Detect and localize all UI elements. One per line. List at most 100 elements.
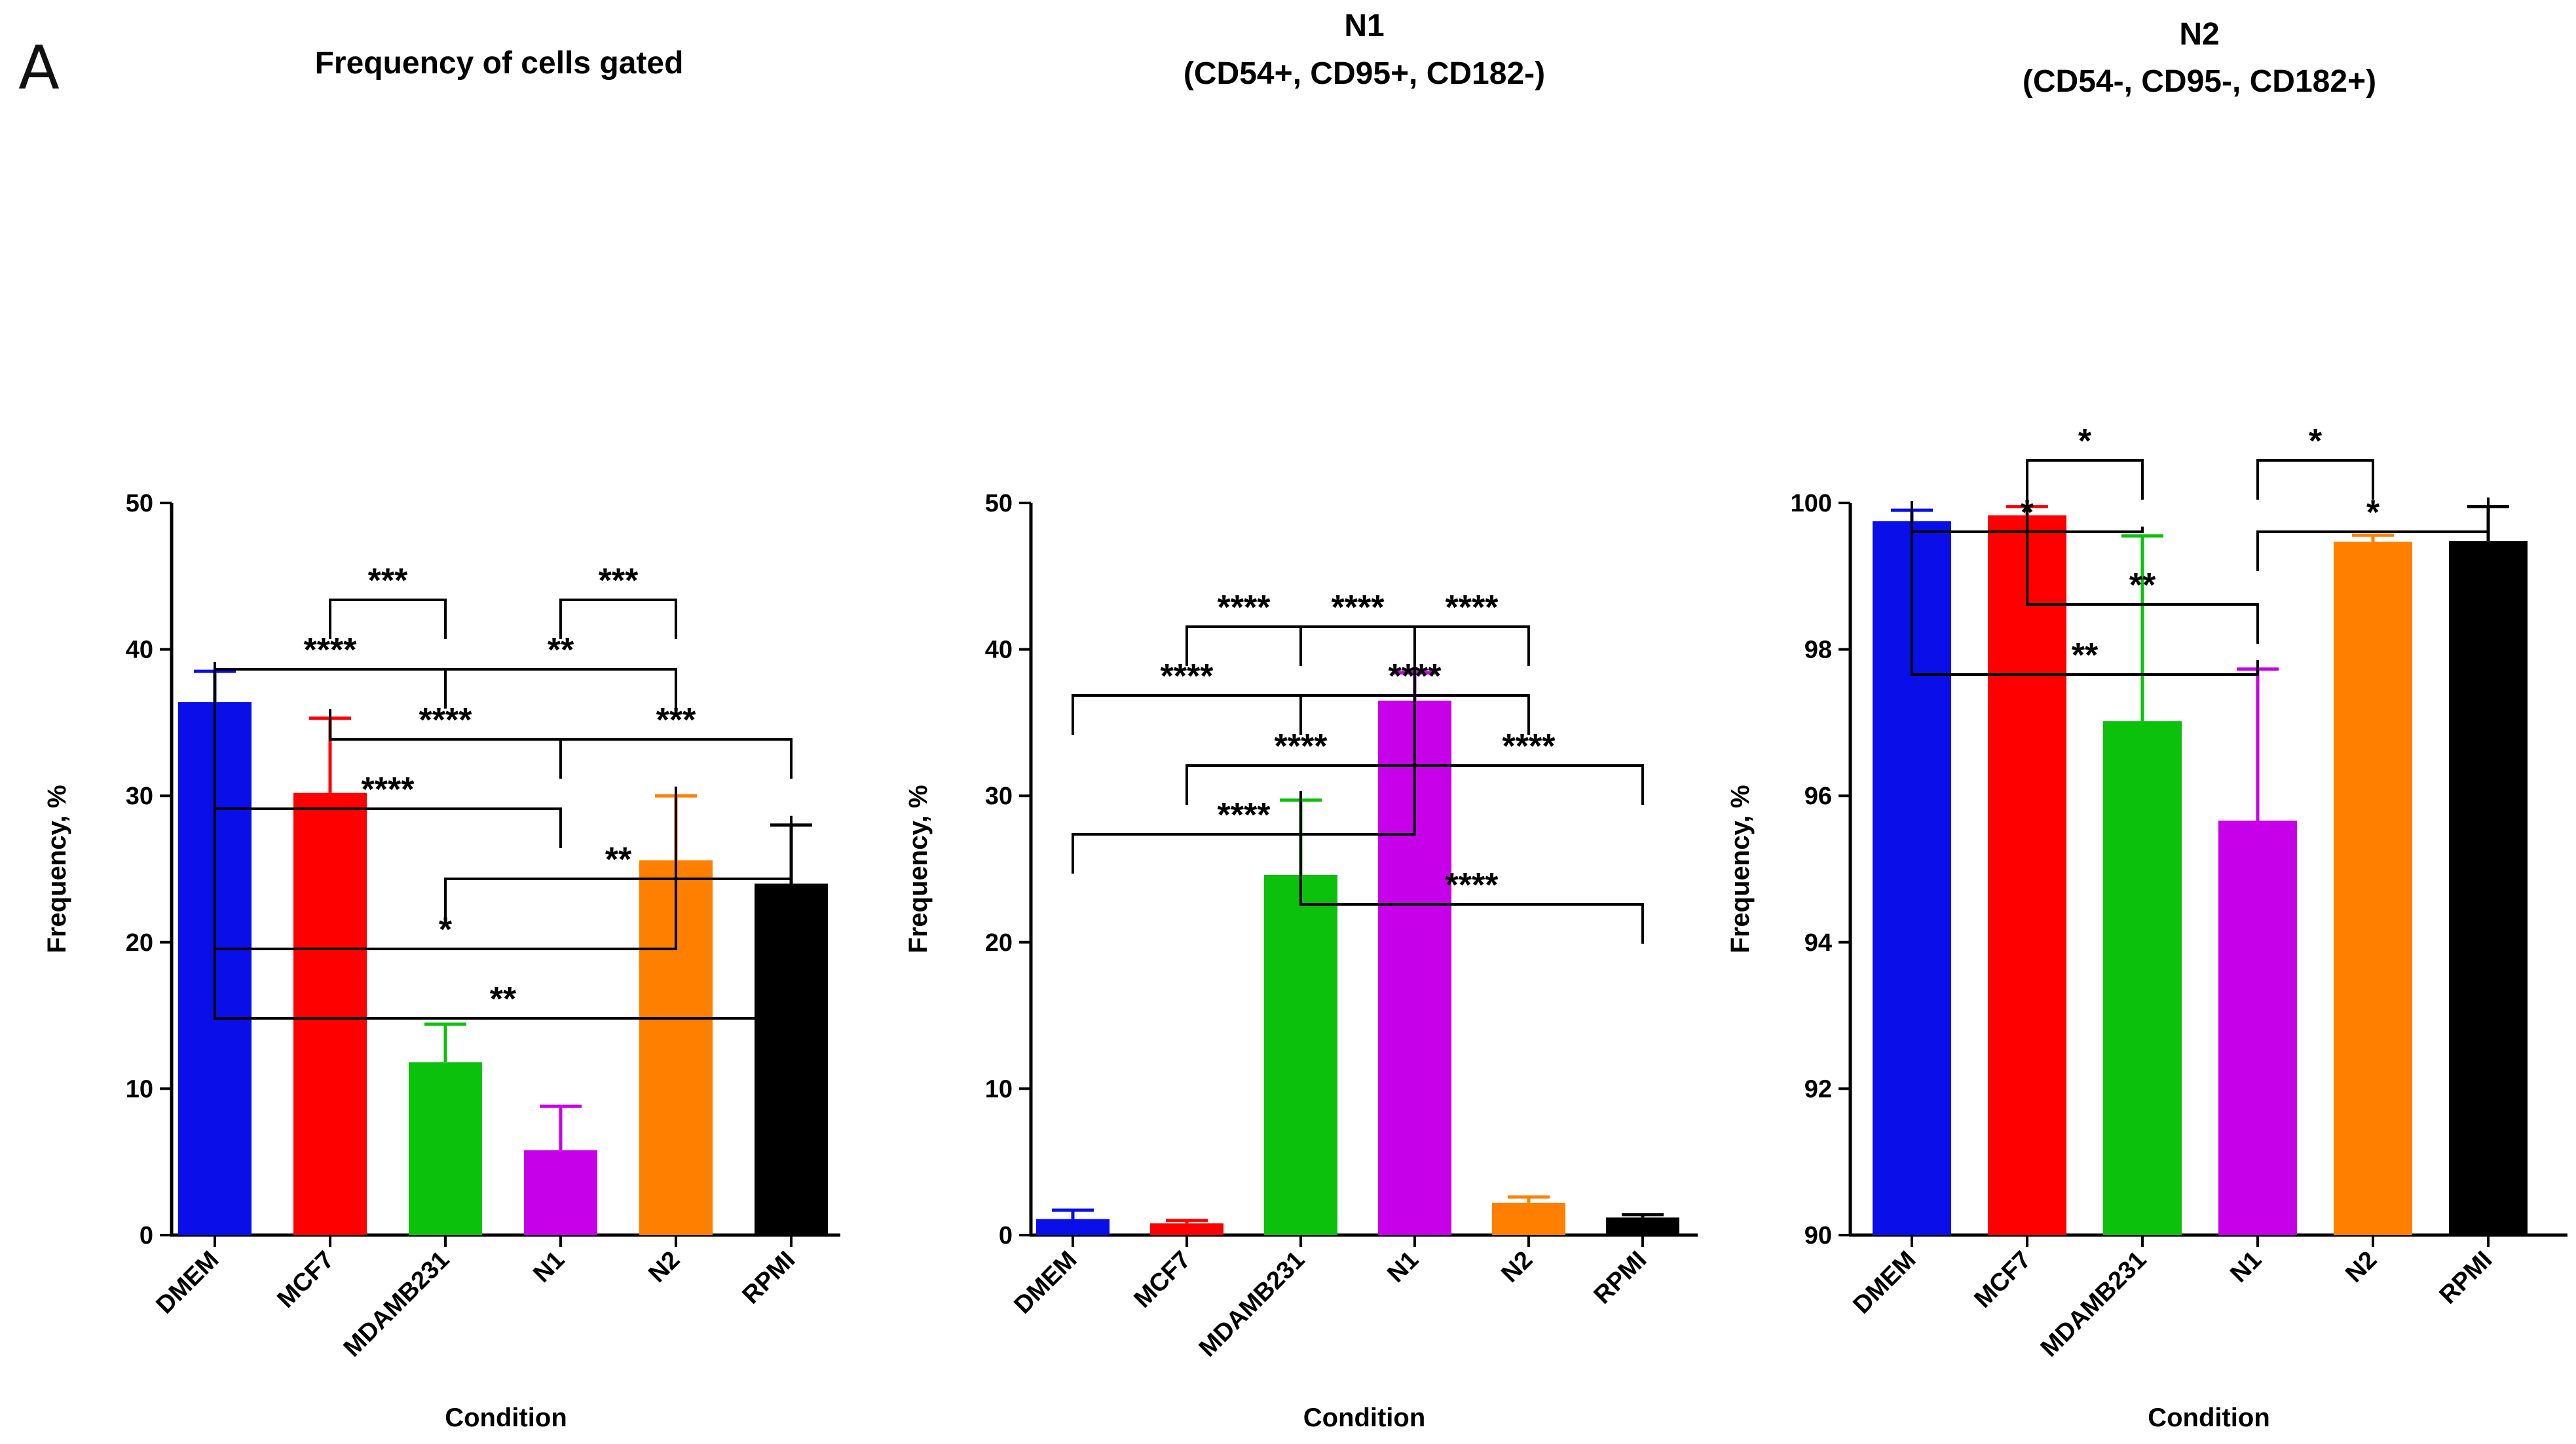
significance-bracket: [444, 815, 793, 918]
chart-n2: N2 (CD54-, CD95-, CD182+) 90 92 94 96 98 100 Fre…: [1726, 17, 2567, 1432]
y-tick-label: 92: [1804, 1075, 1832, 1103]
x-axis-label: Condition: [445, 1403, 567, 1432]
significance-bracket: [559, 599, 677, 639]
y-tick-label: 10: [985, 1075, 1013, 1103]
significance-bracket: [1413, 663, 1644, 805]
bar-mdamb231: [409, 1062, 482, 1235]
significance-bracket: [444, 668, 677, 709]
significance-label: **: [2072, 637, 2099, 675]
y-tick-label: 100: [1791, 490, 1832, 517]
x-tick-label: N1: [528, 1246, 570, 1288]
chart-subtitle: (CD54-, CD95-, CD182+): [2023, 64, 2376, 99]
significance-label: *: [2366, 494, 2380, 532]
significance-bracket: [214, 662, 562, 848]
bar-rpmi: [1606, 1217, 1679, 1235]
y-tick-label: 0: [999, 1222, 1013, 1250]
bar-mdamb231: [2103, 721, 2182, 1235]
bar-mcf7: [1988, 515, 2066, 1235]
x-tick-label: RPMI: [737, 1246, 800, 1310]
x-tick-label: MCF7: [1969, 1246, 2037, 1314]
y-tick-label: 50: [985, 490, 1013, 517]
y-tick-label: 40: [985, 637, 1013, 664]
significance-label: ****: [1218, 796, 1271, 834]
x-tick-label: MDAMB231: [339, 1246, 455, 1363]
significance-label: ****: [1446, 589, 1499, 627]
significance-label: *: [2078, 422, 2092, 460]
x-tick-label: MCF7: [1129, 1246, 1197, 1314]
significance-label: **: [2129, 566, 2156, 604]
bar-mdamb231: [1264, 874, 1337, 1235]
y-tick-label: 94: [1804, 929, 1832, 957]
chart-frequency-gated: Frequency of cells gated 0 10 20 30 40 50 Frequ…: [43, 46, 840, 1432]
y-tick-label: 98: [1804, 637, 1832, 664]
bar-mcf7: [1150, 1223, 1223, 1235]
x-axis-label: Condition: [2148, 1403, 2270, 1432]
significance-bracket: [1413, 625, 1530, 666]
significance-label: ****: [1446, 866, 1499, 904]
x-tick-label: N2: [643, 1246, 685, 1288]
bar-mcf7: [293, 792, 367, 1235]
significance-bracket: [329, 599, 447, 639]
significance-label: ****: [1332, 589, 1385, 627]
chart-subtitle: (CD54+, CD95+, CD182-): [1184, 56, 1545, 91]
y-tick-label: 30: [126, 783, 153, 810]
significance-label: ***: [599, 562, 639, 600]
significance-label: ***: [368, 562, 408, 600]
bar-n2: [2334, 542, 2412, 1235]
significance-bracket: [559, 738, 793, 779]
bar-rpmi: [2449, 541, 2528, 1235]
x-tick-label: N1: [1382, 1246, 1424, 1288]
chart-n1: N1 (CD54+, CD95+, CD182-) 0 10 20 30 40 50 Frequ…: [904, 9, 1698, 1432]
y-tick-label: 90: [1804, 1222, 1832, 1250]
x-tick-label: N1: [2225, 1246, 2267, 1288]
y-tick-label: 50: [126, 490, 153, 517]
y-axis-label: Frequency, %: [904, 785, 933, 953]
significance-label: ****: [1218, 589, 1271, 627]
significance-label: *: [439, 911, 453, 949]
significance-label: ****: [362, 771, 415, 809]
x-tick-label: MDAMB231: [1194, 1246, 1311, 1363]
chart-title: N1: [1344, 9, 1384, 43]
y-tick-label: 30: [985, 783, 1013, 810]
y-tick-label: 96: [1804, 783, 1832, 810]
significance-bracket: [1299, 694, 1530, 735]
significance-bracket: [1072, 694, 1302, 735]
y-tick-label: 20: [985, 929, 1013, 957]
significance-bracket: [2256, 459, 2374, 500]
significance-label: *: [2021, 494, 2034, 532]
y-tick-label: 10: [126, 1075, 153, 1103]
significance-label: **: [605, 841, 632, 879]
x-tick-label: MDAMB231: [2036, 1246, 2152, 1363]
y-axis-label: Frequency, %: [1726, 785, 1755, 953]
x-tick-label: MCF7: [272, 1246, 340, 1314]
y-axis-label: Frequency, %: [43, 785, 71, 953]
panel-letter: A: [18, 33, 60, 103]
significance-bracket: [2026, 497, 2259, 644]
bar-n1: [2218, 821, 2297, 1235]
significance-label: *: [2309, 422, 2323, 460]
x-tick-label: N2: [2340, 1246, 2382, 1288]
x-tick-label: DMEM: [151, 1246, 225, 1320]
x-tick-label: RPMI: [1588, 1246, 1652, 1310]
significance-bracket: [1911, 501, 2259, 676]
y-tick-label: 20: [126, 929, 153, 957]
significance-bracket: [2026, 459, 2144, 500]
x-axis-label: Condition: [1303, 1403, 1426, 1432]
x-tick-label: DMEM: [1848, 1246, 1922, 1320]
x-tick-label: RPMI: [2434, 1246, 2497, 1310]
significance-bracket: [2256, 497, 2490, 571]
y-tick-label: 0: [140, 1222, 153, 1250]
significance-label: ****: [1389, 657, 1442, 695]
chart-title: Frequency of cells gated: [315, 46, 684, 81]
significance-bracket: [1299, 790, 1644, 944]
bar-dmem: [1036, 1219, 1110, 1235]
y-tick-label: 40: [126, 637, 153, 664]
bar-n1: [524, 1150, 597, 1235]
significance-bracket: [1911, 501, 2144, 533]
chart-title: N2: [2179, 17, 2219, 52]
significance-label: **: [490, 980, 517, 1018]
x-tick-label: N2: [1496, 1246, 1538, 1288]
x-tick-label: DMEM: [1009, 1246, 1083, 1320]
bar-n2: [1492, 1202, 1565, 1235]
